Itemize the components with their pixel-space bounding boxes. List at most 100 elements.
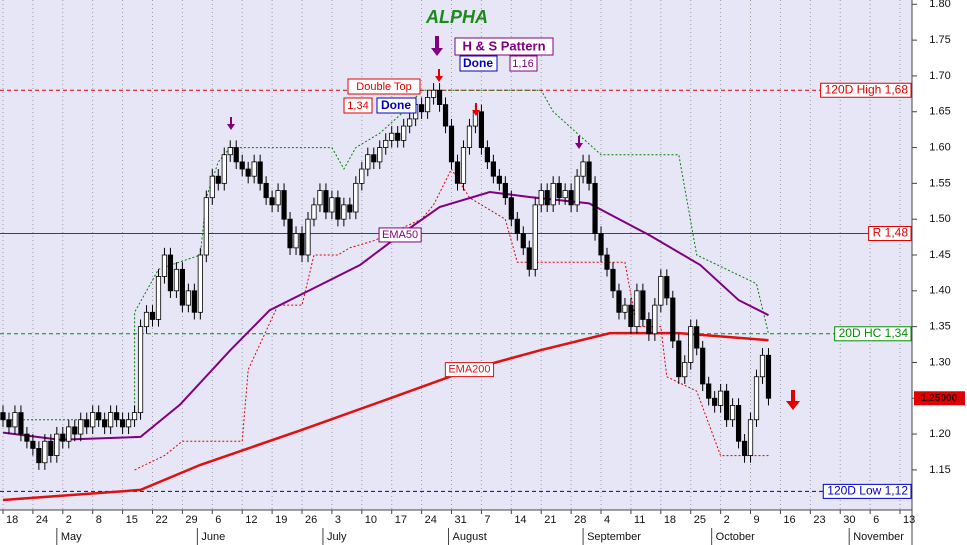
x-tick-label: 31 — [455, 514, 467, 526]
candle-body — [167, 254, 174, 292]
candle-body — [293, 233, 299, 249]
candle-body — [341, 204, 347, 220]
candle-body — [568, 190, 574, 206]
candle-body — [239, 161, 245, 170]
annotation-box — [347, 78, 421, 95]
candle-body — [78, 419, 84, 435]
candle-body — [448, 125, 455, 163]
candle-body — [741, 440, 748, 456]
candle-body — [670, 297, 676, 342]
candle-body — [759, 354, 766, 378]
candle-body — [114, 412, 120, 421]
candle-body — [54, 433, 60, 456]
candle-body — [407, 118, 413, 127]
y-tick-label: 1.55 — [929, 177, 950, 189]
candle-body — [299, 233, 305, 256]
x-tick-label: 10 — [365, 514, 377, 526]
series-line — [2, 331, 769, 502]
last-price-box — [914, 391, 965, 406]
candle-body — [424, 97, 431, 113]
annotation: 1,34 — [347, 100, 368, 112]
candle-body — [245, 168, 251, 177]
plot-background — [0, 0, 912, 510]
candle-body — [221, 154, 227, 184]
candle-body — [484, 147, 490, 163]
y-tick-label: 1.40 — [929, 285, 950, 297]
candle-body — [263, 182, 269, 199]
level-label-box — [822, 483, 912, 499]
legend-box — [444, 362, 495, 378]
x-tick-label: 22 — [155, 514, 167, 526]
candle-body — [765, 354, 772, 399]
candle-body — [544, 190, 550, 206]
candle-body — [233, 147, 239, 163]
candle-body — [556, 182, 562, 199]
candle-body — [753, 376, 760, 421]
candle-body — [658, 276, 664, 306]
candle-body — [173, 268, 180, 292]
x-tick-label: 16 — [783, 514, 795, 526]
candle-body — [185, 290, 191, 306]
x-tick-label: 18 — [6, 514, 18, 526]
last-price-label: 1.25000 — [921, 393, 958, 404]
x-tick-label: 11 — [634, 514, 645, 526]
candle-body — [191, 290, 197, 313]
x-tick-label: 6 — [215, 514, 221, 526]
month-label: June — [201, 531, 225, 543]
y-tick-label: 1.75 — [929, 34, 950, 46]
legend-label: EMA50 — [382, 229, 418, 241]
candle-body — [347, 204, 353, 213]
candle-body — [311, 204, 317, 220]
candle-body — [562, 190, 568, 199]
annotation-box — [509, 55, 538, 72]
candle-body — [664, 276, 670, 299]
candle-body — [706, 383, 712, 399]
level-label: 120D High 1,68 — [825, 82, 909, 96]
candle-body — [436, 89, 443, 105]
candle-body — [520, 233, 526, 249]
candle-body — [90, 412, 96, 428]
x-tick-label: 18 — [664, 514, 676, 526]
labels-layer: 18 24 2 8 15 22 29 6 12 19 26 3 10 17 24 31 7 14 21 28 4 11 18… — [6, 0, 965, 543]
annotation: Done — [381, 98, 411, 112]
candle-body — [478, 111, 485, 148]
y-tick-label: 1.15 — [929, 464, 950, 476]
candle-body — [275, 190, 281, 206]
candle-body — [215, 175, 221, 184]
candle-body — [179, 268, 185, 306]
month-label: May — [61, 531, 82, 543]
x-axis-panel — [0, 510, 912, 545]
level-label-box — [868, 226, 912, 242]
candle-body — [622, 304, 628, 313]
annotation: 1,16 — [512, 58, 533, 70]
lines-layer — [0, 89, 912, 502]
annotations: H & S Pattern Done 1,16 Double Top 1,34 … — [343, 37, 554, 114]
candle-body — [227, 147, 233, 156]
candle-body — [377, 147, 383, 163]
candle-body — [640, 290, 646, 320]
candle-body — [442, 104, 449, 127]
candle-body — [383, 139, 389, 148]
annotation: Double Top — [356, 81, 411, 93]
candle-body — [395, 132, 401, 141]
candle-body — [0, 412, 6, 421]
candle-body — [209, 175, 215, 199]
candle-body — [454, 161, 461, 184]
candle-body — [735, 405, 742, 442]
candle-body — [149, 311, 156, 320]
candle-body — [616, 290, 622, 313]
y-tick-label: 1.45 — [929, 249, 950, 261]
y-tick-label: 1.50 — [929, 213, 950, 225]
annotation: H & S Pattern — [462, 38, 545, 53]
x-tick-label: 24 — [36, 514, 48, 526]
candle-body — [419, 104, 425, 113]
candle-body — [359, 168, 365, 184]
level-label: 120D Low 1,12 — [827, 484, 908, 498]
x-tick-label: 29 — [185, 514, 197, 526]
candle-body — [323, 190, 329, 213]
candle-body — [712, 397, 718, 406]
candle-body — [317, 190, 323, 206]
x-tick-label: 2 — [66, 514, 72, 526]
candle-body — [18, 412, 24, 435]
y-tick-label: 1.70 — [929, 70, 950, 82]
